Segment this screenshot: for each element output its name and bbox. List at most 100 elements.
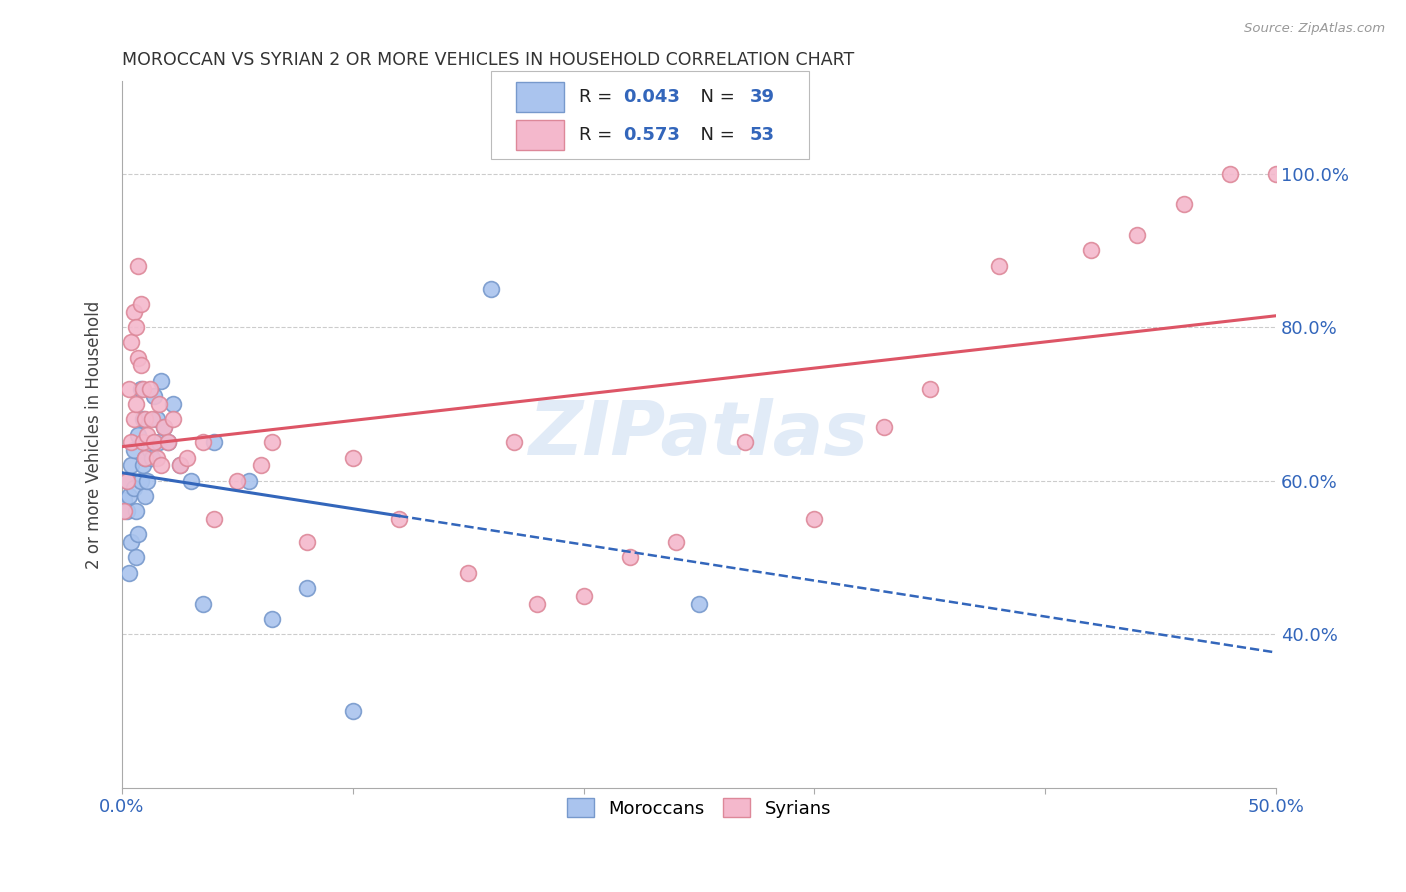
Point [127, 351, 149, 365]
Point [734, 435, 756, 450]
Point [665, 535, 688, 549]
Point [129, 359, 152, 373]
Point [122, 304, 145, 318]
Point [1173, 197, 1195, 211]
Point [803, 512, 825, 526]
Point [503, 435, 526, 450]
Text: 0.573: 0.573 [623, 127, 679, 145]
FancyBboxPatch shape [516, 82, 564, 112]
Point [479, 282, 502, 296]
Point [136, 427, 159, 442]
Point [134, 489, 156, 503]
Text: 53: 53 [749, 127, 775, 145]
Point [115, 504, 138, 518]
Point [688, 597, 710, 611]
Point [1219, 167, 1241, 181]
Point [125, 397, 148, 411]
Point [152, 420, 174, 434]
Point [191, 597, 214, 611]
Point [139, 442, 162, 457]
Point [129, 297, 152, 311]
Text: N =: N = [689, 88, 740, 106]
Point [132, 382, 155, 396]
Point [162, 412, 184, 426]
Text: Source: ZipAtlas.com: Source: ZipAtlas.com [1244, 22, 1385, 36]
Point [342, 450, 364, 465]
Text: ZIPatlas: ZIPatlas [529, 398, 869, 471]
Point [342, 704, 364, 718]
Point [120, 458, 142, 473]
Point [127, 259, 149, 273]
Point [872, 420, 894, 434]
Point [150, 374, 173, 388]
Point [169, 458, 191, 473]
Point [145, 412, 167, 426]
Point [191, 435, 214, 450]
Point [118, 566, 141, 580]
Point [132, 458, 155, 473]
Point [1080, 244, 1102, 258]
Point [141, 412, 163, 426]
Point [619, 550, 641, 565]
Point [260, 435, 283, 450]
Text: 39: 39 [749, 88, 775, 106]
Point [125, 504, 148, 518]
Point [134, 412, 156, 426]
Point [176, 450, 198, 465]
Point [457, 566, 479, 580]
Point [118, 489, 141, 503]
Point [145, 450, 167, 465]
Point [134, 450, 156, 465]
Point [115, 474, 138, 488]
Point [249, 458, 271, 473]
Point [132, 435, 155, 450]
Point [148, 435, 170, 450]
Point [125, 550, 148, 565]
Point [122, 412, 145, 426]
Point [125, 320, 148, 334]
Point [918, 382, 941, 396]
Point [526, 597, 548, 611]
FancyBboxPatch shape [491, 70, 808, 159]
Point [136, 474, 159, 488]
Point [388, 512, 411, 526]
Point [152, 420, 174, 434]
Point [202, 512, 225, 526]
Point [122, 442, 145, 457]
Point [157, 435, 180, 450]
Point [169, 458, 191, 473]
Text: R =: R = [579, 127, 619, 145]
Point [115, 474, 138, 488]
Point [157, 435, 180, 450]
Point [120, 535, 142, 549]
Point [139, 382, 162, 396]
Point [118, 382, 141, 396]
Point [988, 259, 1011, 273]
Point [134, 450, 156, 465]
Point [226, 474, 249, 488]
Point [127, 527, 149, 541]
Point [150, 458, 173, 473]
Text: N =: N = [689, 127, 740, 145]
Point [143, 389, 166, 403]
Point [141, 450, 163, 465]
Point [122, 481, 145, 495]
Point [129, 382, 152, 396]
Y-axis label: 2 or more Vehicles in Household: 2 or more Vehicles in Household [86, 301, 103, 569]
FancyBboxPatch shape [516, 120, 564, 150]
Point [202, 435, 225, 450]
Point [120, 435, 142, 450]
Point [1265, 167, 1288, 181]
Point [238, 474, 260, 488]
Legend: Moroccans, Syrians: Moroccans, Syrians [560, 791, 838, 825]
Text: R =: R = [579, 88, 619, 106]
Point [120, 335, 142, 350]
Point [162, 397, 184, 411]
Text: 0.043: 0.043 [623, 88, 679, 106]
Point [260, 612, 283, 626]
Point [143, 435, 166, 450]
Point [1126, 227, 1149, 242]
Text: MOROCCAN VS SYRIAN 2 OR MORE VEHICLES IN HOUSEHOLD CORRELATION CHART: MOROCCAN VS SYRIAN 2 OR MORE VEHICLES IN… [122, 51, 855, 69]
Point [295, 581, 318, 595]
Point [127, 427, 149, 442]
